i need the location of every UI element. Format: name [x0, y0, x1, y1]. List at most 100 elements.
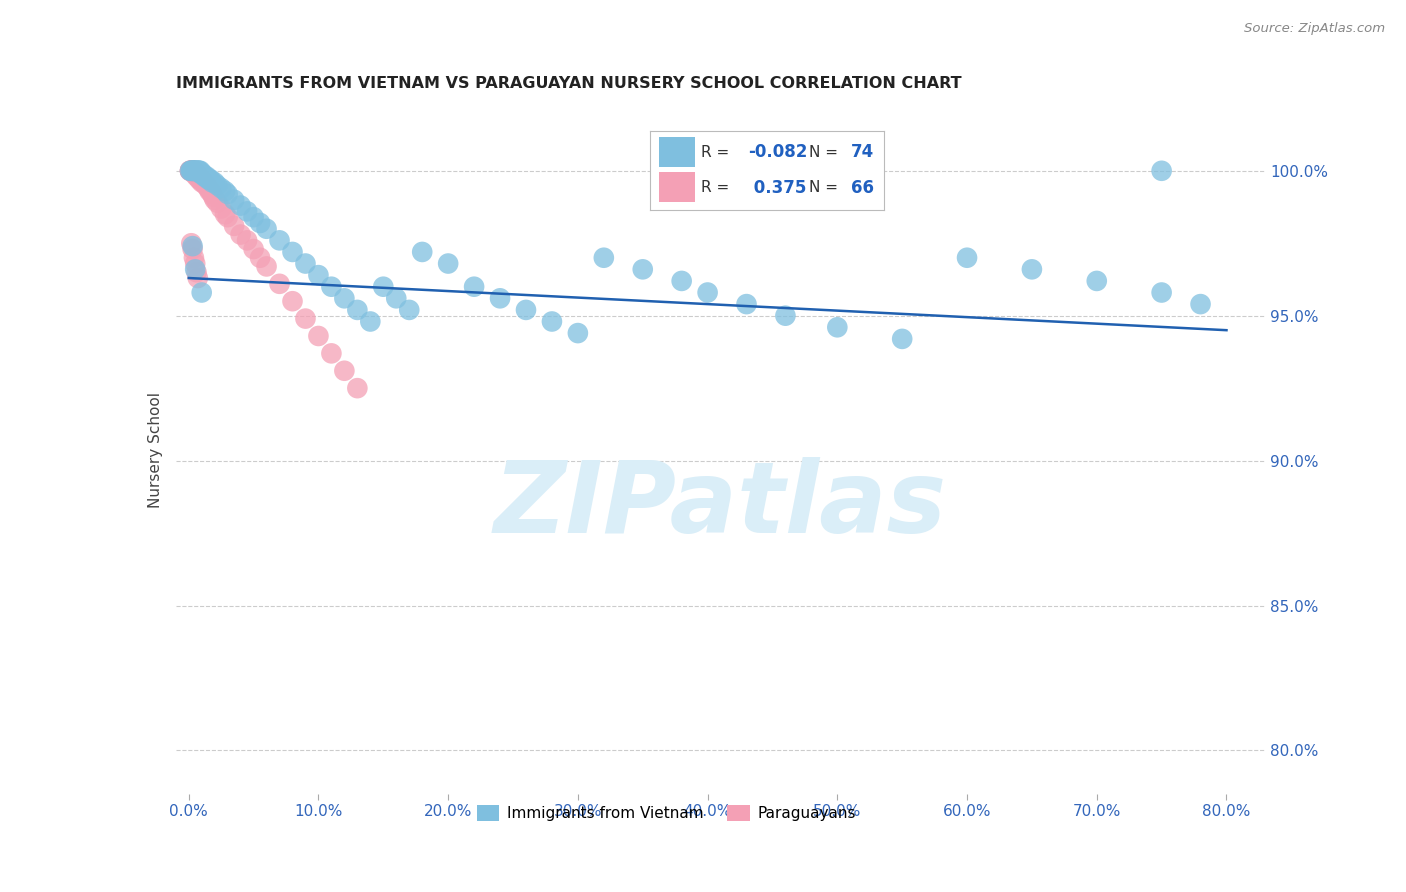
Point — [190, 285, 212, 300]
Point — [891, 332, 914, 346]
Point — [188, 163, 211, 178]
Point — [184, 262, 207, 277]
Point — [181, 163, 204, 178]
Point — [1189, 297, 1212, 311]
Point — [186, 167, 208, 181]
Point — [190, 172, 212, 186]
Point — [281, 244, 304, 259]
Point — [186, 163, 208, 178]
Point — [184, 167, 207, 181]
Point — [180, 163, 202, 178]
Point — [437, 256, 460, 270]
Point — [183, 163, 205, 178]
Point — [181, 163, 204, 178]
Point — [242, 242, 264, 256]
Point — [209, 202, 232, 216]
Point — [181, 163, 204, 178]
Point — [229, 198, 252, 212]
Point — [181, 163, 204, 178]
Point — [217, 210, 239, 224]
Point — [224, 193, 246, 207]
Point — [236, 204, 259, 219]
Point — [398, 302, 420, 317]
Point — [696, 285, 718, 300]
Point — [207, 195, 229, 210]
Point — [193, 175, 215, 189]
Text: Source: ZipAtlas.com: Source: ZipAtlas.com — [1244, 22, 1385, 36]
Point — [631, 262, 654, 277]
Point — [179, 163, 201, 178]
Point — [194, 169, 217, 184]
Text: ZIPatlas: ZIPatlas — [494, 457, 948, 554]
Point — [671, 274, 693, 288]
Point — [321, 279, 343, 293]
Point — [194, 178, 217, 193]
Text: -0.082: -0.082 — [748, 144, 807, 161]
Point — [184, 163, 207, 178]
Text: R =: R = — [702, 145, 734, 160]
Point — [183, 163, 205, 178]
Point — [180, 163, 202, 178]
Point — [236, 233, 259, 247]
Point — [269, 233, 291, 247]
Point — [214, 184, 236, 198]
Point — [207, 178, 229, 193]
Point — [202, 190, 225, 204]
Point — [187, 163, 209, 178]
Point — [181, 239, 204, 253]
Point — [186, 167, 208, 181]
Point — [179, 163, 201, 178]
Point — [359, 314, 381, 328]
Text: IMMIGRANTS FROM VIETNAM VS PARAGUAYAN NURSERY SCHOOL CORRELATION CHART: IMMIGRANTS FROM VIETNAM VS PARAGUAYAN NU… — [176, 76, 962, 91]
Point — [200, 184, 222, 198]
Point — [269, 277, 291, 291]
Point — [183, 163, 205, 178]
Point — [187, 271, 209, 285]
Point — [209, 181, 232, 195]
Point — [197, 172, 219, 186]
Point — [201, 175, 224, 189]
Point — [214, 207, 236, 221]
Point — [229, 227, 252, 242]
Point — [180, 163, 202, 178]
Point — [321, 346, 343, 360]
Point — [187, 169, 209, 184]
Point — [198, 172, 221, 186]
Bar — [659, 136, 695, 167]
Point — [180, 163, 202, 178]
Point — [256, 260, 278, 274]
Point — [183, 163, 205, 178]
Text: N =: N = — [808, 180, 844, 195]
Point — [346, 302, 368, 317]
Point — [191, 175, 214, 189]
Point — [179, 163, 201, 178]
Point — [1021, 262, 1043, 277]
Point — [184, 256, 207, 270]
Point — [307, 268, 329, 282]
Point — [190, 172, 212, 186]
Point — [294, 311, 316, 326]
Point — [184, 167, 207, 181]
Point — [190, 172, 212, 186]
Point — [489, 291, 512, 305]
Point — [191, 167, 214, 181]
Point — [193, 169, 215, 184]
Point — [307, 329, 329, 343]
Point — [1150, 285, 1173, 300]
Point — [346, 381, 368, 395]
Point — [186, 265, 208, 279]
Point — [190, 175, 212, 189]
Point — [735, 297, 758, 311]
Point — [184, 167, 207, 181]
Point — [294, 256, 316, 270]
Legend: Immigrants from Vietnam, Paraguayans: Immigrants from Vietnam, Paraguayans — [471, 799, 862, 828]
Point — [181, 163, 204, 178]
Point — [181, 163, 204, 178]
Point — [242, 210, 264, 224]
Point — [385, 291, 408, 305]
Point — [180, 163, 202, 178]
Point — [567, 326, 589, 340]
Point — [592, 251, 614, 265]
Point — [256, 221, 278, 235]
Point — [186, 163, 208, 178]
